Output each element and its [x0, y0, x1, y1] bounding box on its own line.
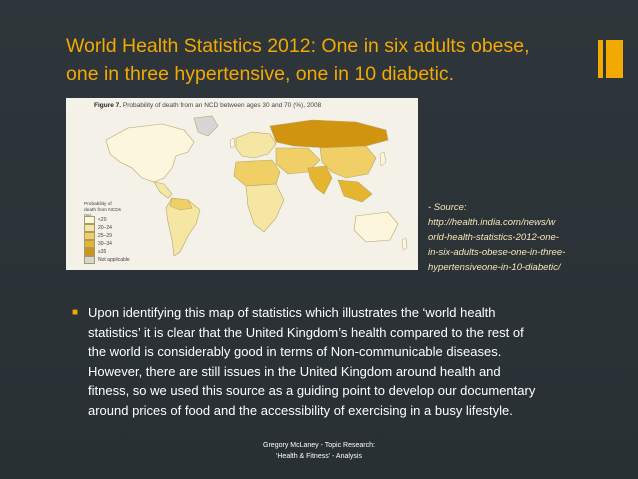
world-map-image [105, 115, 408, 257]
source-url-line: http://health.india.com/news/w [428, 217, 556, 228]
map-europe [235, 131, 277, 159]
legend-swatch [84, 232, 95, 240]
map-north-america [105, 123, 195, 183]
accent-bar-thick [606, 40, 623, 78]
legend-item: 25–29 [84, 232, 130, 240]
slide-footer: Gregory McLaney - Topic Research: 'Healt… [200, 440, 438, 462]
legend-item: ≥35 [84, 248, 130, 256]
legend-label: <20 [98, 217, 107, 223]
map-central-asia [275, 147, 321, 175]
map-australia [353, 211, 399, 243]
source-citation: - Source: http://health.india.com/news/w… [428, 200, 588, 275]
accent-bar-thin [598, 40, 603, 78]
legend-swatch [84, 256, 95, 264]
world-map-figure: Figure 7. Probability of death from an N… [66, 98, 418, 270]
legend-label: 30–34 [98, 241, 112, 247]
map-central-america [153, 181, 173, 199]
body-line: around prices of food and the accessibil… [88, 402, 513, 418]
slide-title: World Health Statistics 2012: One in six… [66, 32, 566, 88]
map-south-america-north [169, 197, 193, 211]
map-india [307, 165, 333, 195]
figure-caption-label: Figure 7. [94, 102, 122, 109]
map-japan [379, 151, 387, 167]
source-url-line: in-six-adults-obese-one-in-three- [428, 247, 566, 258]
map-russia [269, 119, 389, 149]
footer-line: 'Health & Fitness' - Analysis [276, 453, 362, 460]
source-url-line: orld-health-statistics-2012-one- [428, 232, 559, 243]
figure-caption: Figure 7. Probability of death from an N… [94, 102, 321, 109]
body-paragraph: Upon identifying this map of statistics … [88, 303, 582, 420]
legend-item: 20–24 [84, 224, 130, 232]
legend-label: 20–24 [98, 225, 112, 231]
map-uk [229, 137, 236, 149]
legend-label: 25–29 [98, 233, 112, 239]
footer-line: Gregory McLaney - Topic Research: [263, 442, 375, 449]
source-url-line: hypertensiveone-in-10-diabetic/ [428, 262, 561, 273]
title-line-1: World Health Statistics 2012: One in six… [66, 35, 530, 57]
legend-swatch [84, 240, 95, 248]
map-legend: <20 20–24 25–29 30–34 ≥35 Not applicable [84, 216, 130, 264]
legend-swatch [84, 216, 95, 224]
legend-swatch [84, 248, 95, 256]
body-line: fitness, so we used this source as a gui… [88, 383, 536, 398]
legend-item: Not applicable [84, 256, 130, 264]
body-line: However, there are still issues in the U… [88, 363, 501, 379]
legend-label: Not applicable [98, 257, 130, 263]
map-china [319, 145, 377, 179]
map-africa-north [233, 159, 281, 187]
map-new-zealand [401, 237, 408, 251]
map-south-america [165, 197, 201, 257]
map-greenland [193, 115, 219, 137]
square-bullet-icon: ■ [72, 307, 79, 318]
title-line-2: one in three hypertensive, one in 10 dia… [66, 63, 455, 85]
body-line: Upon identifying this map of statistics … [88, 305, 496, 320]
map-africa-south [245, 183, 285, 233]
legend-swatch [84, 224, 95, 232]
map-southeast-asia [337, 179, 373, 203]
figure-caption-text: Probability of death from an NCD between… [122, 102, 322, 109]
legend-item: <20 [84, 216, 130, 224]
source-label: - Source: [428, 202, 467, 213]
body-line: the world is considerably good in terms … [88, 344, 502, 359]
legend-label: ≥35 [98, 249, 107, 255]
legend-item: 30–34 [84, 240, 130, 248]
body-line: statistics’ it is clear that the United … [88, 324, 524, 340]
